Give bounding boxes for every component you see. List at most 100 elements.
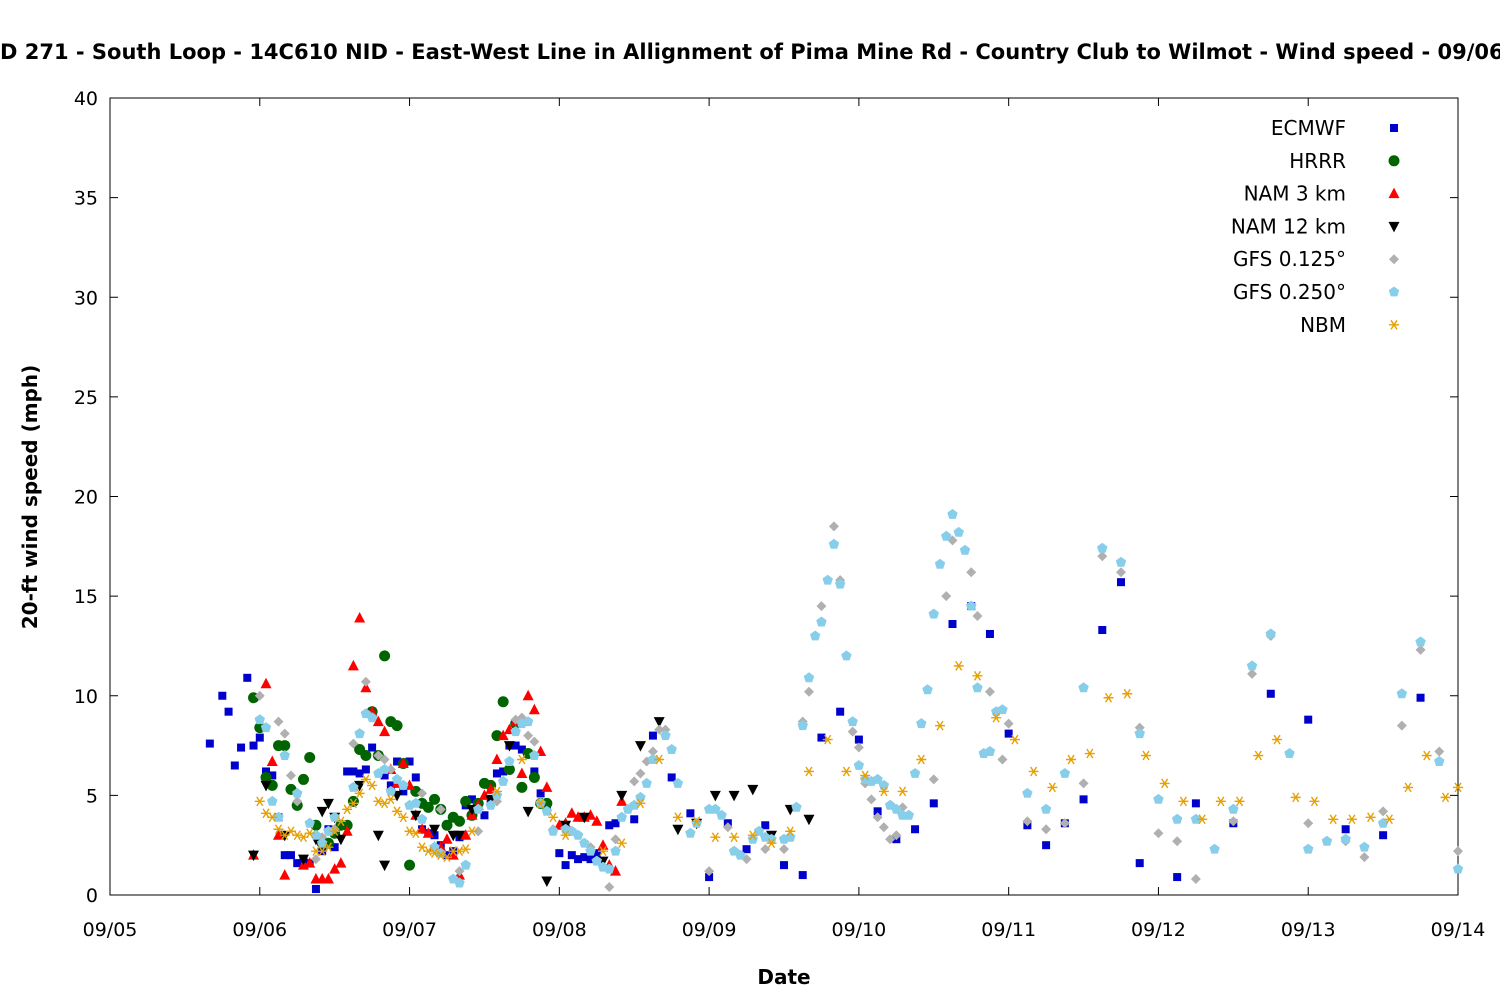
data-point (935, 720, 946, 731)
data-point (647, 754, 659, 764)
data-point (1190, 874, 1201, 885)
data-point (873, 807, 882, 816)
data-point (1346, 814, 1357, 825)
data-point (710, 832, 721, 843)
data-point (634, 741, 646, 752)
data-point (1272, 734, 1283, 745)
data-point (511, 741, 520, 750)
data-point (653, 717, 665, 728)
data-point (548, 812, 559, 823)
x-tick-label: 09/13 (1281, 919, 1336, 941)
data-point (1159, 778, 1170, 789)
data-point (1153, 828, 1164, 839)
legend-label: NBM (1300, 313, 1346, 337)
data-point (747, 830, 758, 841)
data-point (273, 829, 284, 840)
data-point (598, 846, 609, 857)
data-point (997, 754, 1008, 765)
data-point (441, 819, 453, 831)
y-tick-label: 25 (74, 387, 98, 409)
data-point (310, 829, 322, 840)
data-point (480, 811, 489, 820)
data-point (1246, 660, 1258, 671)
data-point (916, 718, 927, 729)
data-point (473, 803, 484, 814)
data-point (267, 795, 278, 806)
data-point (335, 834, 347, 846)
data-point (341, 825, 353, 836)
data-point (360, 676, 371, 687)
data-point (828, 521, 839, 532)
legend-marker (1390, 124, 1398, 132)
data-point (747, 784, 759, 796)
data-point (1365, 812, 1376, 823)
legend: ECMWF HRRR NAM 3 km NAM 12 km GFS 0.125° GFS … (1231, 116, 1400, 337)
data-point (928, 774, 939, 785)
x-tick-label: 09/09 (682, 919, 737, 941)
data-point (429, 824, 441, 836)
data-point (454, 866, 465, 877)
data-point (304, 828, 315, 839)
data-point (386, 781, 395, 790)
data-point (578, 812, 590, 824)
data-point (541, 876, 553, 888)
data-point (329, 811, 340, 822)
data-point (379, 764, 390, 774)
data-point (585, 809, 597, 820)
data-point (1453, 846, 1463, 857)
data-point (891, 830, 902, 841)
data-point (1171, 813, 1183, 824)
data-point (1041, 824, 1052, 835)
data-point (616, 790, 628, 802)
data-point (393, 757, 402, 766)
data-point (372, 715, 384, 727)
data-point (285, 770, 296, 781)
data-point (416, 813, 428, 824)
data-point (422, 827, 434, 838)
data-point (566, 807, 578, 818)
legend-marker (1389, 319, 1399, 330)
data-point (567, 851, 576, 860)
data-point (397, 757, 409, 768)
data-point (709, 790, 721, 802)
data-point (454, 846, 465, 857)
data-point (1440, 792, 1451, 803)
data-point (1379, 831, 1388, 840)
data-point (316, 806, 328, 818)
data-point (635, 798, 646, 809)
data-point (710, 803, 721, 814)
data-point (941, 530, 952, 541)
data-point (1003, 718, 1014, 729)
chart-title: D 271 - South Loop - 14C610 NID - East-W… (0, 40, 1500, 64)
y-tick-label: 30 (74, 287, 98, 309)
data-point (399, 787, 408, 796)
data-point (491, 789, 503, 800)
data-point (866, 794, 877, 805)
data-point (279, 740, 291, 752)
data-point (1359, 852, 1370, 863)
data-point (1396, 688, 1408, 699)
data-point (260, 677, 272, 689)
data-point (1416, 693, 1425, 702)
data-point (1115, 556, 1127, 567)
data-point (218, 691, 227, 700)
data-point (423, 846, 434, 857)
data-point (491, 753, 503, 765)
data-point (292, 796, 303, 807)
data-point (273, 824, 284, 835)
y-tick-label: 0 (86, 885, 98, 907)
x-tick-label: 09/05 (83, 919, 138, 941)
data-point (528, 703, 540, 715)
data-point (354, 612, 366, 623)
data-point (1290, 792, 1301, 803)
data-point (273, 716, 284, 727)
data-point (322, 873, 334, 884)
data-point (610, 865, 621, 876)
data-point (1116, 567, 1126, 578)
x-axis-label: Date (757, 965, 810, 989)
legend-label: ECMWF (1271, 116, 1346, 140)
data-point (691, 816, 702, 827)
data-point (1028, 766, 1039, 777)
data-point (473, 826, 484, 837)
data-point (947, 508, 958, 519)
